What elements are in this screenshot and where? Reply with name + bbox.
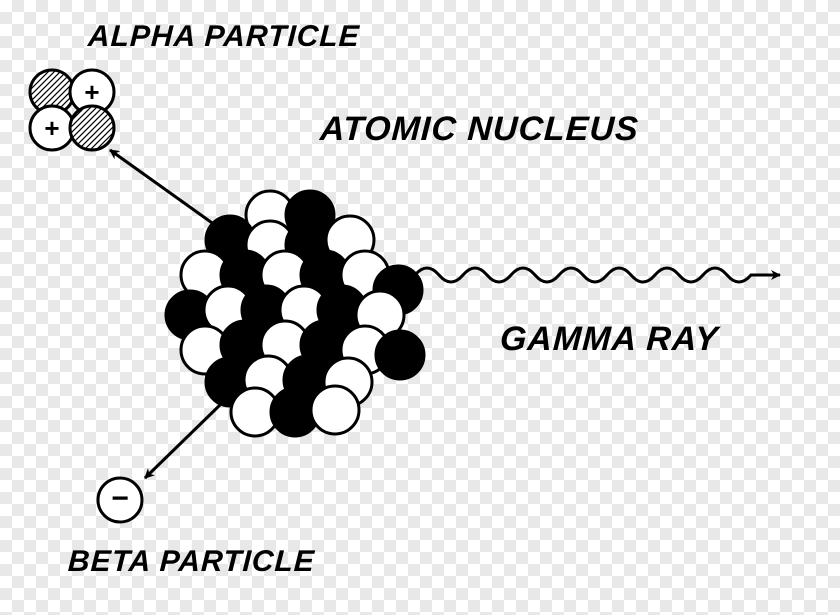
alpha-arrow xyxy=(110,150,215,225)
minus-symbol: − xyxy=(111,482,129,515)
plus-symbol: + xyxy=(84,77,99,107)
gamma-wave-arrow xyxy=(415,268,780,282)
beta-arrow xyxy=(145,405,220,478)
plus-symbol: + xyxy=(44,113,59,143)
nucleon xyxy=(311,386,359,434)
alpha-label: ALPHA PARTICLE xyxy=(87,20,361,54)
beta-label: BETA PARTICLE xyxy=(67,545,316,579)
nucleus-cluster xyxy=(166,191,424,436)
gamma-label: GAMMA RAY xyxy=(499,320,720,359)
nucleon xyxy=(376,331,424,379)
beta-particle: − xyxy=(98,478,142,522)
diagram-canvas: ++− xyxy=(0,0,840,615)
alpha-nucleon xyxy=(70,106,114,150)
nucleus-label: ATOMIC NUCLEUS xyxy=(319,110,640,149)
alpha-particle: ++ xyxy=(30,70,114,150)
